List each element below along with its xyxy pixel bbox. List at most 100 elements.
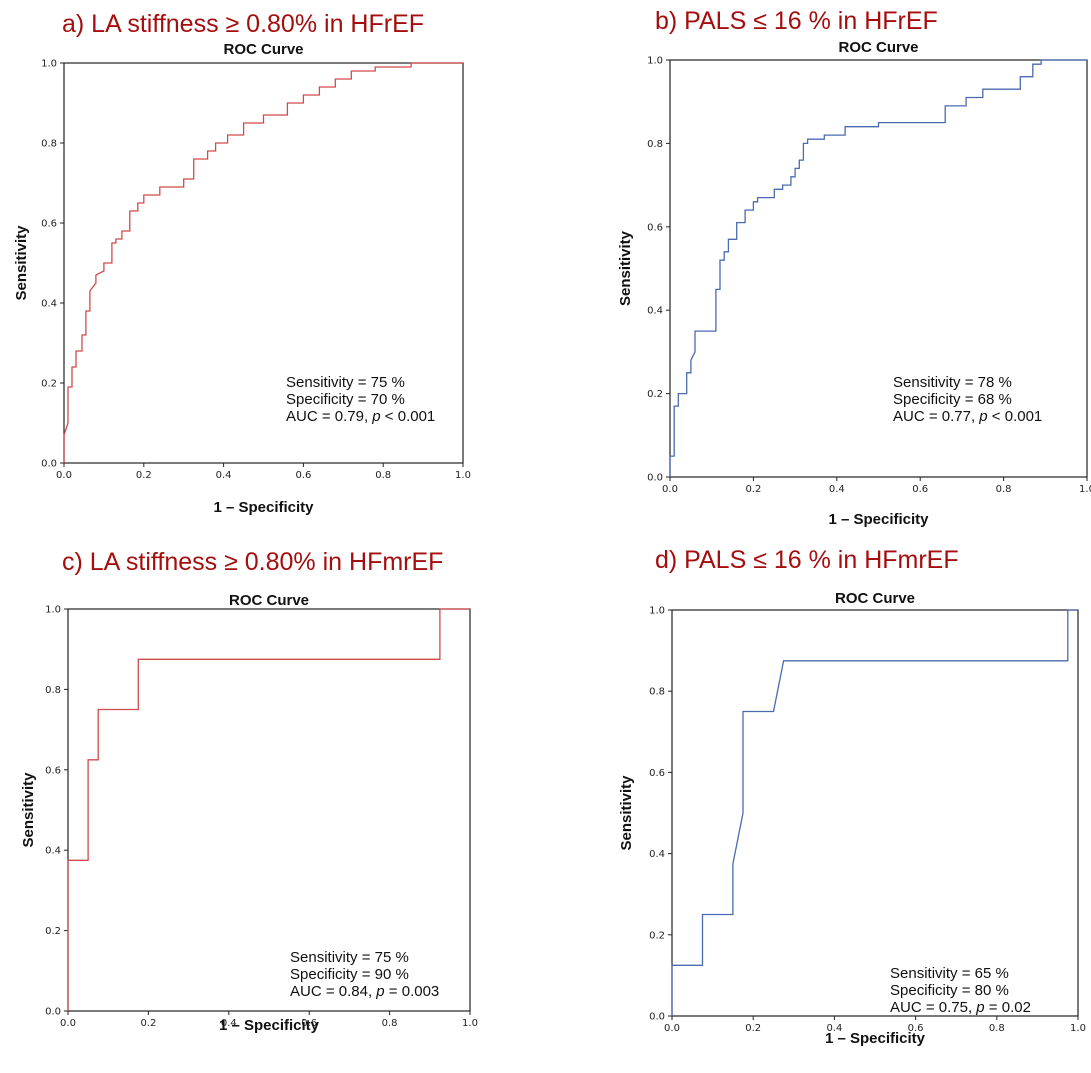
y-tick-label: 0.6 bbox=[647, 222, 663, 233]
plot-title: ROC Curve bbox=[229, 592, 309, 609]
roc-curve bbox=[67, 608, 470, 1011]
auc-stat: AUC = 0.75, p = 0.02 bbox=[890, 999, 1031, 1016]
panel-heading: c) LA stiffness ≥ 0.80% in HFmrEF bbox=[62, 548, 443, 576]
auc-value: AUC = 0.84, bbox=[290, 983, 376, 1000]
x-tick-label: 0.8 bbox=[996, 484, 1012, 495]
y-tick-label: 0.8 bbox=[45, 685, 61, 696]
y-axis-label: Sensitivity bbox=[618, 775, 635, 851]
panel-heading: d) PALS ≤ 16 % in HFmrEF bbox=[655, 546, 959, 574]
sensitivity-stat: Sensitivity = 75 % bbox=[286, 374, 405, 391]
p-symbol: p bbox=[978, 408, 987, 425]
y-tick-label: 0.6 bbox=[649, 768, 665, 779]
x-tick-label: 0.6 bbox=[908, 1023, 924, 1034]
y-tick-label: 0.2 bbox=[41, 379, 57, 390]
roc-curve bbox=[63, 62, 463, 463]
p-value: < 0.001 bbox=[381, 408, 436, 425]
x-tick-label: 1.0 bbox=[462, 1018, 478, 1029]
plot-title: ROC Curve bbox=[835, 590, 915, 607]
x-tick-label: 1.0 bbox=[1070, 1023, 1086, 1034]
p-value: < 0.001 bbox=[988, 408, 1043, 425]
x-tick-label: 0.6 bbox=[295, 470, 311, 481]
x-tick-label: 0.4 bbox=[829, 484, 845, 495]
y-tick-label: 1.0 bbox=[647, 56, 663, 67]
x-axis-label: 1 – Specificity bbox=[825, 1030, 926, 1047]
y-axis-label: Sensitivity bbox=[617, 230, 634, 306]
x-tick-label: 0.4 bbox=[221, 1018, 237, 1029]
x-tick-label: 0.2 bbox=[745, 484, 761, 495]
x-tick-label: 1.0 bbox=[1079, 484, 1091, 495]
roc-panel-1: b) PALS ≤ 16 % in HFrEF ROC Curve 0.0 0.2 0.… bbox=[617, 7, 1091, 528]
p-value: = 0.003 bbox=[385, 983, 440, 1000]
y-tick-label: 0.8 bbox=[649, 687, 665, 698]
x-tick-label: 0.0 bbox=[662, 484, 678, 495]
plot-frame bbox=[669, 59, 1088, 478]
panel-heading: a) LA stiffness ≥ 0.80% in HFrEF bbox=[62, 10, 424, 38]
x-tick-label: 0.2 bbox=[136, 470, 152, 481]
x-axis-label: 1 – Specificity bbox=[828, 511, 929, 528]
y-tick-label: 0.4 bbox=[649, 849, 665, 860]
x-tick-label: 0.6 bbox=[301, 1018, 317, 1029]
plot-title: ROC Curve bbox=[223, 41, 303, 58]
y-tick-label: 0.0 bbox=[649, 1012, 665, 1023]
specificity-stat: Specificity = 68 % bbox=[893, 391, 1012, 408]
x-tick-label: 0.2 bbox=[745, 1023, 761, 1034]
x-tick-label: 0.0 bbox=[56, 470, 72, 481]
x-tick-label: 0.2 bbox=[140, 1018, 156, 1029]
y-tick-label: 0.8 bbox=[41, 139, 57, 150]
sensitivity-stat: Sensitivity = 78 % bbox=[893, 374, 1012, 391]
plot-title: ROC Curve bbox=[838, 39, 918, 56]
auc-stat: AUC = 0.84, p = 0.003 bbox=[290, 983, 439, 1000]
y-tick-label: 1.0 bbox=[649, 606, 665, 617]
p-value: = 0.02 bbox=[985, 999, 1031, 1016]
auc-value: AUC = 0.75, bbox=[890, 999, 976, 1016]
auc-stat: AUC = 0.79, p < 0.001 bbox=[286, 408, 435, 425]
plot-frame bbox=[67, 608, 471, 1012]
x-tick-label: 0.0 bbox=[664, 1023, 680, 1034]
roc-panel-3: d) PALS ≤ 16 % in HFmrEF ROC Curve 0.0 0.2 0… bbox=[618, 546, 1086, 1047]
y-tick-label: 1.0 bbox=[45, 605, 61, 616]
specificity-stat: Specificity = 80 % bbox=[890, 982, 1009, 999]
sensitivity-stat: Sensitivity = 75 % bbox=[290, 949, 409, 966]
p-symbol: p bbox=[375, 983, 384, 1000]
roc-panel-2: c) LA stiffness ≥ 0.80% in HFmrEF ROC Cur… bbox=[20, 548, 478, 1034]
y-tick-label: 0.4 bbox=[41, 299, 57, 310]
y-tick-label: 0.0 bbox=[647, 473, 663, 484]
p-symbol: p bbox=[975, 999, 984, 1016]
p-symbol: p bbox=[371, 408, 380, 425]
x-tick-label: 0.8 bbox=[375, 470, 391, 481]
panel-heading: b) PALS ≤ 16 % in HFrEF bbox=[655, 7, 938, 35]
y-tick-label: 0.0 bbox=[41, 459, 57, 470]
y-tick-label: 0.6 bbox=[45, 765, 61, 776]
sensitivity-stat: Sensitivity = 65 % bbox=[890, 965, 1009, 982]
x-tick-label: 0.4 bbox=[826, 1023, 842, 1034]
roc-curve bbox=[671, 609, 1078, 1016]
roc-curve bbox=[669, 59, 1087, 477]
y-tick-label: 0.4 bbox=[45, 846, 61, 857]
y-tick-label: 0.8 bbox=[647, 139, 663, 150]
x-tick-label: 0.8 bbox=[382, 1018, 398, 1029]
y-tick-label: 1.0 bbox=[41, 59, 57, 70]
x-tick-label: 0.6 bbox=[912, 484, 928, 495]
x-axis-label: 1 – Specificity bbox=[219, 1017, 320, 1034]
y-axis-label: Sensitivity bbox=[13, 225, 30, 301]
y-tick-label: 0.6 bbox=[41, 219, 57, 230]
y-tick-label: 0.4 bbox=[647, 306, 663, 317]
y-tick-label: 0.2 bbox=[647, 389, 663, 400]
x-tick-label: 0.8 bbox=[989, 1023, 1005, 1034]
plot-frame bbox=[671, 609, 1079, 1017]
specificity-stat: Specificity = 90 % bbox=[290, 966, 409, 983]
x-tick-label: 0.0 bbox=[60, 1018, 76, 1029]
auc-value: AUC = 0.77, bbox=[893, 408, 979, 425]
auc-value: AUC = 0.79, bbox=[286, 408, 372, 425]
x-axis-label: 1 – Specificity bbox=[213, 499, 314, 516]
plot-frame bbox=[63, 62, 464, 464]
y-tick-label: 0.2 bbox=[649, 930, 665, 941]
x-tick-label: 1.0 bbox=[455, 470, 471, 481]
y-tick-label: 0.2 bbox=[45, 926, 61, 937]
x-tick-label: 0.4 bbox=[216, 470, 232, 481]
y-tick-label: 0.0 bbox=[45, 1007, 61, 1018]
auc-stat: AUC = 0.77, p < 0.001 bbox=[893, 408, 1042, 425]
specificity-stat: Specificity = 70 % bbox=[286, 391, 405, 408]
roc-panel-0: a) LA stiffness ≥ 0.80% in HFrEF ROC Curv… bbox=[13, 10, 471, 516]
